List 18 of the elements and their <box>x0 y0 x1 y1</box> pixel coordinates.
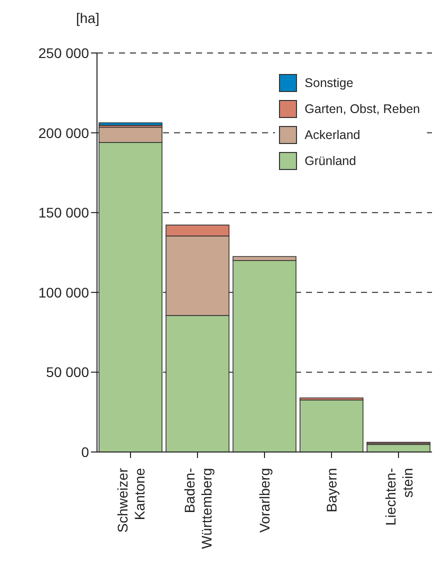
bar <box>98 122 162 126</box>
legend-label: Sonstige <box>304 76 354 90</box>
legend-label: Garten, Obst, Reben <box>304 102 420 116</box>
y-tick-label: 150 000 <box>38 204 90 221</box>
x-tick-label: Bayern <box>324 468 340 512</box>
y-tick-label: 50 000 <box>46 364 90 380</box>
y-tick-label: 200 000 <box>38 124 90 141</box>
legend-label: Ackerland <box>304 128 360 142</box>
bar <box>300 400 364 452</box>
x-tick-label: Baden-Württemberg <box>182 468 214 549</box>
y-tick-label: 250 000 <box>38 44 90 61</box>
y-tick-label: 0 <box>81 444 90 460</box>
legend-label: Grünland <box>304 154 356 168</box>
x-tick-label: Liechten-stein <box>382 468 416 526</box>
y-axis-title: [ha] <box>76 10 100 26</box>
y-tick-label: 100 000 <box>38 284 90 300</box>
x-tick-label: Vorarlberg <box>256 468 272 533</box>
x-tick-label: Schweizer Kantone <box>114 468 148 533</box>
